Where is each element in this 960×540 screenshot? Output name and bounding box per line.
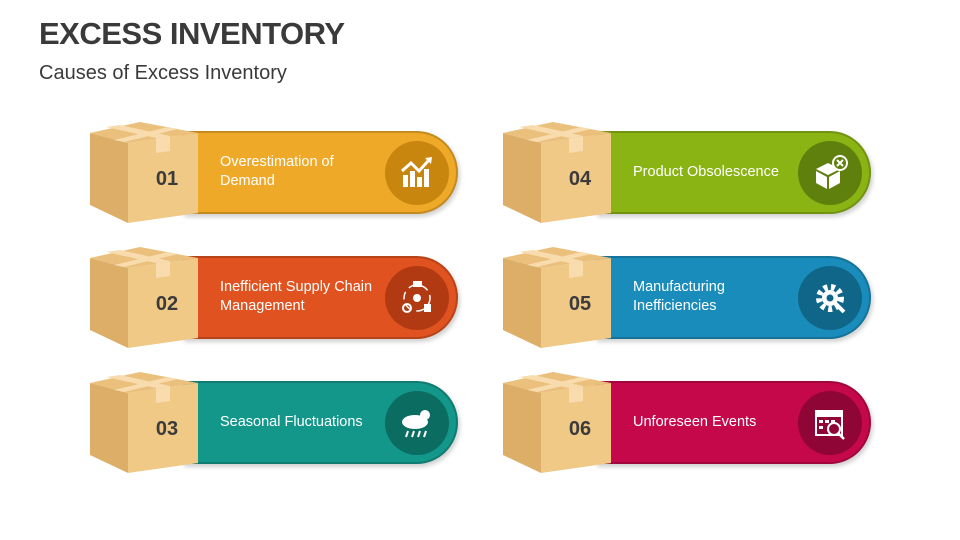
cause-number: 01: [155, 168, 179, 190]
box-cancel-icon: [816, 155, 848, 189]
cause-card-04: Product Obsolescence 04: [503, 122, 875, 223]
cardboard-box-icon: [503, 122, 611, 223]
cause-label: Inefficient Supply Chain Management: [220, 279, 373, 314]
icon-circle: [385, 266, 449, 330]
cause-card-01: Overestimation of Demand 01: [90, 122, 462, 223]
cardboard-box-icon: [503, 247, 611, 348]
cause-label: Manufacturing Inefficiencies: [633, 279, 725, 314]
cause-label: Unforeseen Events: [633, 413, 757, 430]
cause-label: Product Obsolescence: [633, 163, 779, 180]
gear-wrench-icon: [816, 284, 846, 314]
cause-number: 02: [155, 293, 179, 315]
icon-circle: [798, 141, 862, 205]
cardboard-box-icon: [503, 372, 611, 473]
cardboard-box-icon: [90, 247, 198, 348]
icon-circle: [798, 391, 862, 455]
cardboard-box-icon: [90, 372, 198, 473]
weather-sun-rain-icon: [402, 410, 430, 438]
icon-circle: [798, 266, 862, 330]
cause-card-02: Inefficient Supply Chain Management 02: [90, 247, 462, 348]
cause-number: 03: [155, 418, 179, 440]
cause-label: Overestimation of Demand: [220, 154, 334, 189]
cause-number: 06: [568, 418, 592, 440]
page-subtitle: Causes of Excess Inventory: [39, 62, 287, 84]
calendar-alert-icon: [815, 410, 845, 440]
cause-number: 04: [568, 168, 592, 190]
cause-card-05: Manufacturing Inefficiencies 05: [503, 247, 875, 348]
cardboard-box-icon: [90, 122, 198, 223]
icon-circle: [385, 391, 449, 455]
page-title: EXCESS INVENTORY: [39, 16, 345, 51]
growth-chart-icon: [401, 157, 432, 187]
supply-chain-cycle-icon: [402, 281, 431, 313]
cause-label: Seasonal Fluctuations: [220, 413, 363, 430]
cause-number: 05: [568, 293, 592, 315]
cause-card-03: Seasonal Fluctuations 03: [90, 372, 462, 473]
cause-card-06: Unforeseen Events 06: [503, 372, 875, 473]
icon-circle: [385, 141, 449, 205]
